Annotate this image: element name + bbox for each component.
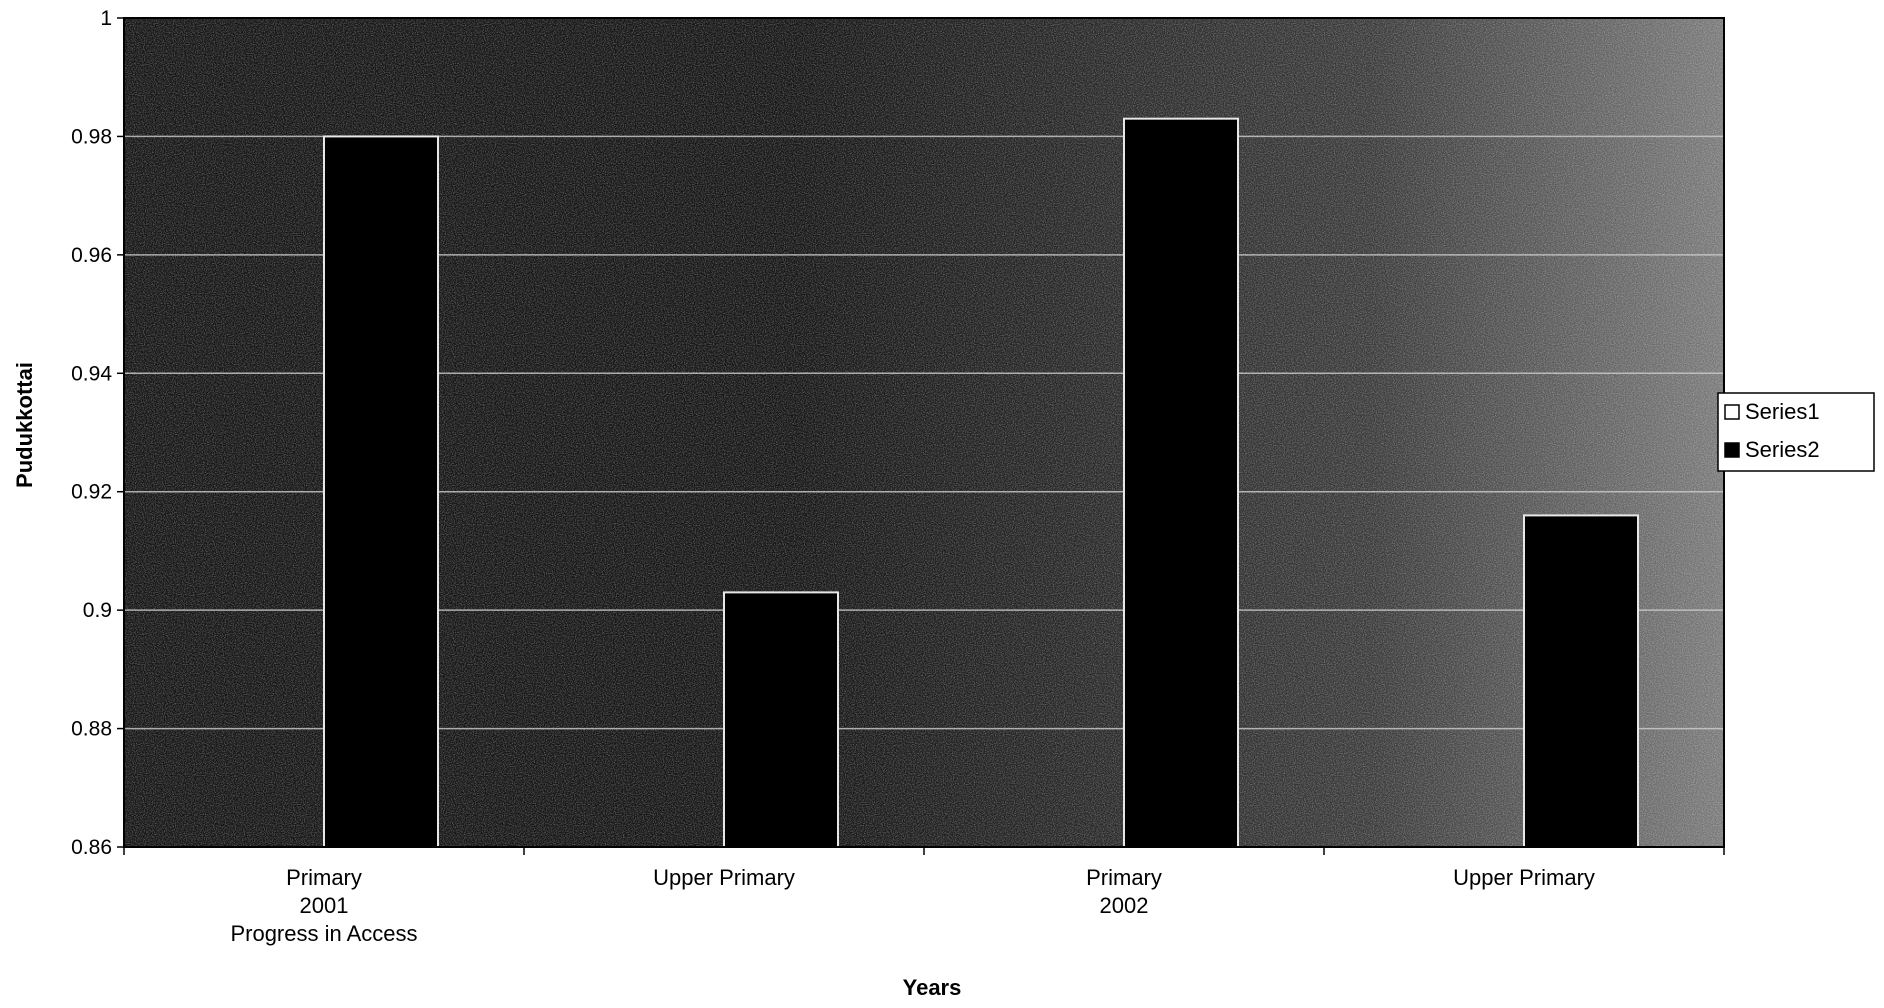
y-tick-label: 0.96 bbox=[71, 244, 112, 267]
x-category-label: Upper Primary bbox=[1453, 865, 1595, 890]
bar-series2 bbox=[323, 135, 439, 848]
bar-series2 bbox=[1523, 514, 1639, 849]
x-category-label: 2001 bbox=[300, 893, 349, 918]
y-tick-labels: 0.86 0.88 0.9 0.92 0.94 0.96 0.98 1 bbox=[71, 7, 112, 859]
legend-swatch-series2 bbox=[1724, 442, 1740, 458]
legend-swatch-series1 bbox=[1724, 404, 1740, 420]
y-tick-label: 0.92 bbox=[71, 481, 112, 504]
x-category-label: Progress in Access bbox=[230, 921, 417, 946]
bar-series2 bbox=[1123, 117, 1239, 848]
x-category-label: Upper Primary bbox=[653, 865, 795, 890]
y-tick-label: 0.9 bbox=[83, 599, 112, 622]
legend-label-series2: Series2 bbox=[1745, 437, 1820, 462]
y-tick-label: 0.98 bbox=[71, 125, 112, 148]
y-axis-title: Pudukkottai bbox=[12, 362, 37, 488]
legend-label-series1: Series1 bbox=[1745, 399, 1820, 424]
x-category-labels: Primary 2001 Progress in Access Upper Prima… bbox=[230, 865, 1594, 946]
legend: Series1 Series2 bbox=[1717, 392, 1875, 472]
y-tick-label: 0.86 bbox=[71, 836, 112, 859]
bar-series2 bbox=[723, 591, 839, 849]
y-tick-label: 0.94 bbox=[71, 362, 112, 385]
x-category-label: Primary bbox=[286, 865, 362, 890]
y-tick-label: 1 bbox=[100, 7, 112, 30]
x-category-label: Primary bbox=[1086, 865, 1162, 890]
x-axis-title: Years bbox=[903, 975, 962, 1000]
x-category-label: 2002 bbox=[1100, 893, 1149, 918]
y-tick-label: 0.88 bbox=[71, 718, 112, 741]
bars bbox=[323, 117, 1639, 849]
legend-box bbox=[1717, 392, 1875, 472]
